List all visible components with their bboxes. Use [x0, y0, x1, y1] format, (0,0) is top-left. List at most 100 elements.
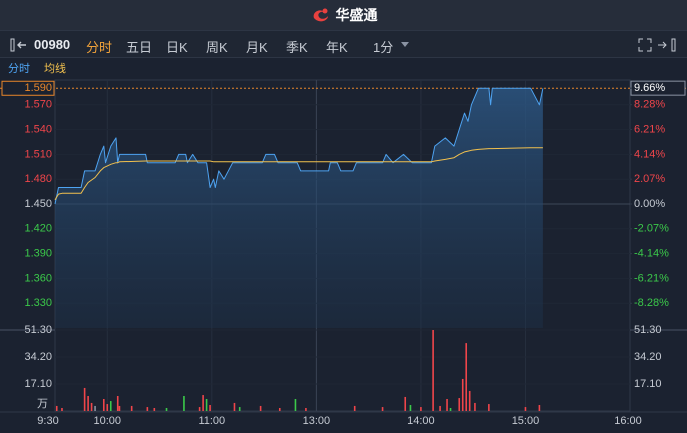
dropdown-icon[interactable] — [400, 41, 410, 49]
y2-tick-label: 8.28% — [634, 99, 665, 111]
volume-bar — [461, 378, 464, 411]
y-tick-label: 1.360 — [24, 272, 52, 284]
x-tick-label: 15:00 — [512, 415, 540, 427]
volume-bar — [83, 387, 86, 411]
y-tick-label: 1.330 — [24, 297, 52, 309]
volume-bar — [404, 396, 407, 411]
y2-tick-label: 2.07% — [634, 173, 665, 185]
volume-bar — [118, 405, 121, 411]
y-tick-label: 1.480 — [24, 173, 52, 185]
period-tab[interactable]: 五日 — [126, 40, 153, 55]
y-tick-label: 17.10 — [24, 378, 52, 390]
y-tick-label: 1.570 — [24, 99, 52, 111]
period-tab[interactable]: 分时 — [86, 40, 113, 55]
volume-bar — [106, 404, 109, 411]
volume-bar — [94, 405, 96, 411]
volume-bar — [305, 408, 307, 411]
y2-tick-label: 34.20 — [634, 351, 662, 363]
y-tick-label: 1.390 — [24, 248, 52, 260]
back-icon[interactable] — [10, 38, 28, 52]
legend-entry: 分时 — [8, 62, 30, 75]
y2-tick-label: 4.14% — [634, 148, 665, 160]
x-tick-label: 14:00 — [407, 415, 435, 427]
y-tick-label: 1.590 — [24, 82, 52, 94]
y2-tick-label: 0.00% — [634, 198, 665, 210]
price-line — [54, 87, 544, 205]
period-tab[interactable]: 年K — [326, 40, 348, 55]
period-tab[interactable]: 季K — [286, 40, 308, 55]
volume-bar — [202, 395, 204, 411]
app-header: 华盛通 — [0, 0, 687, 30]
volume-bar — [238, 407, 241, 411]
volume-bar — [409, 405, 412, 411]
price-label-box — [1, 80, 55, 96]
interval-select[interactable]: 1分 — [373, 40, 394, 55]
period-tab[interactable]: 周K — [206, 40, 228, 55]
x-tick-label: 11:00 — [198, 415, 225, 427]
volume-bar — [116, 396, 119, 411]
volume-bar — [198, 407, 201, 411]
volume-bar — [165, 408, 168, 411]
volume-bar — [278, 408, 281, 411]
volume-bar — [474, 402, 476, 411]
volume-bar — [468, 390, 471, 411]
volume-bar — [488, 404, 490, 411]
x-tick-label: 9:30 — [37, 415, 58, 427]
volume-bar — [109, 401, 112, 411]
volume-bar — [146, 407, 149, 411]
y2-tick-label: 51.30 — [634, 324, 662, 336]
y2-tick-label: 6.21% — [634, 123, 665, 135]
period-tab[interactable]: 月K — [246, 40, 268, 55]
y2-tick-label: -8.28% — [634, 297, 669, 309]
volume-bar — [465, 343, 468, 411]
volume-bar — [524, 407, 527, 411]
volume-bar — [353, 405, 356, 411]
volume-bar — [61, 408, 63, 411]
stock-code: 00980 — [34, 37, 71, 52]
logo-icon — [313, 8, 328, 22]
x-tick-label: 10:00 — [94, 415, 122, 427]
y-tick-label: 34.20 — [24, 351, 52, 363]
y2-tick-label: -6.21% — [634, 272, 669, 284]
volume-bar — [446, 399, 448, 411]
y-tick-label: 1.420 — [24, 223, 52, 235]
y-tick-label: 1.510 — [24, 148, 52, 160]
period-tab[interactable]: 日K — [166, 40, 188, 55]
chart: 9:30 10:00 11:00 13:00 14:00 15:00 16:00 1.590 9… — [0, 61, 687, 427]
volume-bar — [183, 396, 185, 411]
y-tick-label: 51.30 — [24, 324, 52, 336]
y-tick-label: 1.540 — [24, 124, 52, 136]
price-area — [55, 88, 543, 328]
volume-bar — [209, 405, 211, 411]
volume-bar — [87, 396, 89, 411]
volume-bar — [538, 405, 541, 411]
volume-bar — [458, 398, 461, 411]
volume-bar — [205, 399, 208, 411]
y2-tick-label: -4.14% — [634, 248, 669, 260]
x-tick-label: 16:00 — [614, 415, 642, 427]
y2-tick-label: 17.10 — [634, 378, 662, 390]
volume-bar — [449, 408, 452, 411]
y-unit-label: 万 — [37, 398, 48, 410]
average-line — [54, 147, 543, 201]
volume-bar — [90, 402, 93, 411]
window-icons[interactable] — [638, 38, 678, 52]
volume-bar — [294, 399, 297, 411]
volume-bar — [130, 405, 133, 411]
volume-bar — [439, 405, 441, 411]
y2-tick-label: -2.07% — [634, 223, 669, 235]
volume-bar — [102, 399, 105, 411]
legend-entry: 均线 — [44, 61, 66, 75]
volume-bar — [55, 405, 58, 411]
volume-bar — [259, 405, 262, 411]
volume-bar — [233, 402, 236, 411]
x-tick-label: 13:00 — [303, 415, 331, 427]
volume-bar — [153, 408, 156, 411]
y-tick-label: 1.450 — [24, 198, 52, 210]
volume-bar — [432, 330, 434, 411]
volume-bar — [420, 407, 422, 411]
app-title: 华盛通 — [335, 7, 378, 23]
toolbar: 00980 分时 五日 日K 周K 月K 季K 年K 1分 — [0, 30, 687, 58]
y2-tick-label: 9.66% — [634, 82, 665, 94]
volume-bar — [381, 407, 384, 411]
